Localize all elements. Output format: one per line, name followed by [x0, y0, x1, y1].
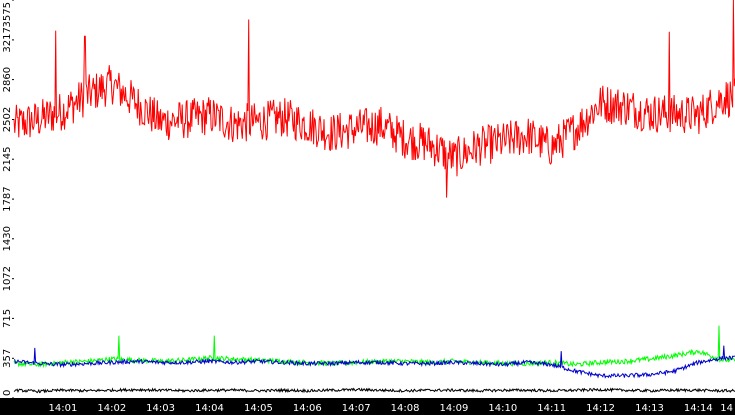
x-tick-label: 14:06: [293, 403, 322, 414]
series-line-2: [13, 325, 735, 369]
series-line-1: [13, 0, 735, 198]
x-axis-band: [0, 398, 735, 415]
x-tick-label: 14:11: [537, 403, 566, 414]
y-tick-label: 1787: [2, 186, 13, 211]
x-tick-label: 14:13: [635, 403, 664, 414]
x-tick-label: 14:04: [195, 403, 224, 414]
y-tick-label: 2145: [2, 146, 13, 171]
x-tick-label: 14:08: [391, 403, 420, 414]
y-tick-label: 3575: [2, 2, 13, 27]
x-axis-ticks: 14:01 14:02 14:03 14:04 14:05 14:06 14:07 14:08…: [48, 403, 733, 414]
y-tick-label: 3217: [2, 27, 13, 52]
y-tick-label: 1430: [2, 226, 13, 251]
y-tick-label: 2860: [2, 67, 13, 92]
x-tick-label: 14:12: [586, 403, 615, 414]
y-tick-label: 0: [2, 390, 13, 396]
y-tick-label: 1072: [2, 266, 13, 291]
y-tick-label: 715: [2, 309, 13, 328]
x-tick-label: 14:03: [146, 403, 175, 414]
series-layer: [13, 0, 735, 394]
x-tick-label: 14:07: [342, 403, 371, 414]
x-tick-label: 14:14: [684, 403, 713, 414]
x-tick-label: 14:01: [48, 403, 77, 414]
x-tick-label: 14:02: [97, 403, 126, 414]
x-tick-label: 14: [720, 403, 733, 414]
series-line-4: [13, 387, 735, 394]
x-tick-label: 14:05: [244, 403, 273, 414]
x-tick-label: 14:10: [488, 403, 517, 414]
x-tick-label: 14:09: [439, 403, 468, 414]
series-line-3: [13, 345, 735, 379]
y-tick-label: 2502: [2, 107, 13, 132]
y-tick-label: 357: [2, 349, 13, 368]
